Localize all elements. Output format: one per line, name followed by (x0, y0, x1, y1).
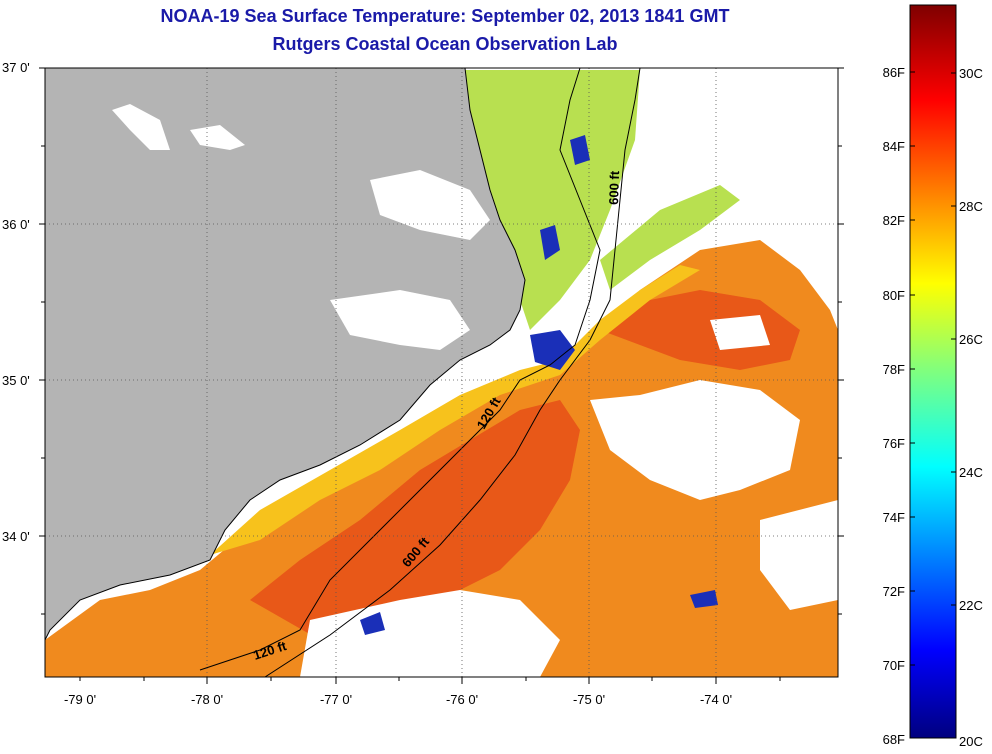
lon-label: -76 0' (446, 692, 478, 707)
colorbar-c-label: 24C (959, 465, 983, 480)
cloud-gap (760, 500, 838, 610)
colorbar-f-label: 74F (883, 510, 905, 525)
cloud-gap (300, 590, 560, 677)
colorbar-f-label: 80F (883, 288, 905, 303)
cloud-gap (590, 380, 800, 500)
map-subtitle: Rutgers Coastal Ocean Observation Lab (272, 34, 618, 54)
lon-label: -77 0' (320, 692, 352, 707)
sound-water (112, 104, 170, 150)
colorbar-f-label: 72F (883, 584, 905, 599)
lat-label: 37 0' (2, 60, 30, 75)
depth-label: 600 ft (606, 170, 622, 205)
colorbar: 86F 84F 82F 80F 78F 76F 74F 72F 70F 68F … (883, 4, 983, 749)
cold-patch (690, 590, 718, 608)
colorbar-scale (909, 4, 957, 739)
map-title: NOAA-19 Sea Surface Temperature: Septemb… (160, 6, 730, 26)
lon-label: -78 0' (191, 692, 223, 707)
colorbar-f-label: 76F (883, 436, 905, 451)
colorbar-f-label: 86F (883, 65, 905, 80)
map-frame (44, 67, 839, 678)
sound-water (190, 125, 245, 150)
cold-patch (360, 612, 385, 635)
sst-hot-region-2 (600, 290, 800, 370)
sound-water (330, 290, 470, 350)
depth-contour-120ft (199, 68, 601, 671)
grid (45, 68, 838, 677)
lat-label: 36 0' (2, 217, 30, 232)
map-area: 600 ft 120 ft 600 ft 120 ft (45, 68, 838, 677)
colorbar-c-label: 30C (959, 66, 983, 81)
sound-water (370, 170, 490, 240)
lat-label: 34 0' (2, 529, 30, 544)
colorbar-f-label: 70F (883, 658, 905, 673)
depth-contour-600ft (264, 68, 641, 677)
colorbar-c-label: 26C (959, 332, 983, 347)
colorbar-f-label: 84F (883, 139, 905, 154)
colorbar-c-label: 22C (959, 598, 983, 613)
cold-patch (540, 225, 560, 260)
sst-mid-region (210, 265, 700, 555)
lon-label: -79 0' (64, 692, 96, 707)
cold-patch (530, 330, 575, 370)
cloud-gap (710, 315, 770, 350)
colorbar-f-label: 82F (883, 213, 905, 228)
lon-label: -74 0' (700, 692, 732, 707)
colorbar-f-label: 68F (883, 732, 905, 747)
sst-cool-region-2 (600, 185, 740, 290)
lat-label: 35 0' (2, 373, 30, 388)
colorbar-f-label: 78F (883, 362, 905, 377)
lon-label: -75 0' (573, 692, 605, 707)
colorbar-c-label: 20C (959, 734, 983, 749)
colorbar-c-label: 28C (959, 199, 983, 214)
ticks (39, 67, 844, 684)
cold-patch (570, 135, 590, 165)
sst-hot-region (250, 400, 580, 640)
coastline (45, 68, 526, 641)
